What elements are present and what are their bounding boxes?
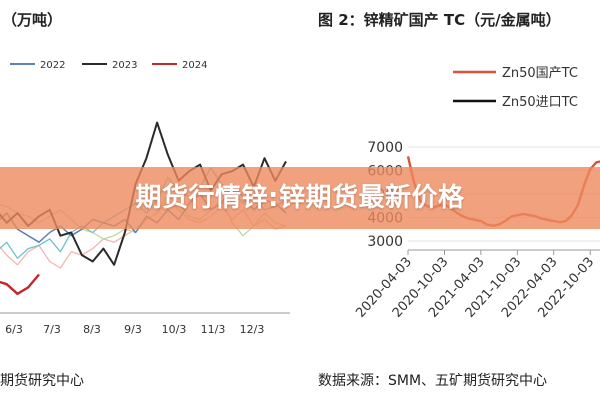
right-y-tick-label: 3000 (367, 234, 403, 250)
right-source: 数据来源：SMM、五矿期货研究中心 (318, 373, 548, 389)
headline-banner (0, 167, 600, 229)
left-x-tick-label: 11/3 (201, 323, 226, 336)
left-series-line (0, 273, 40, 295)
left-x-tick-label: 9/3 (124, 323, 142, 336)
left-legend-label: 2023 (112, 60, 137, 71)
left-x-tick-label: 8/3 (83, 323, 101, 336)
left-unit-label: （万吨） (2, 11, 63, 29)
right-y-tick-label: 7000 (367, 140, 403, 156)
left-x-tick-label: 6/3 (5, 323, 23, 336)
left-legend-label: 2022 (40, 60, 65, 71)
left-legend-label: 2024 (182, 60, 207, 71)
right-legend-label: Zn50国产TC (502, 66, 578, 81)
headline-text[interactable]: 期货行情锌:锌期货最新价格 (135, 183, 465, 213)
left-x-tick-label: 12/3 (240, 323, 265, 336)
left-source: 期货研究中心 (0, 373, 84, 389)
right-legend-label: Zn50进口TC (502, 95, 578, 110)
left-x-tick-label: 10/3 (162, 323, 187, 336)
left-x-tick-label: 7/3 (43, 323, 61, 336)
right-chart-title: 图 2：锌精矿国产 TC（元/金属吨） (318, 11, 561, 29)
